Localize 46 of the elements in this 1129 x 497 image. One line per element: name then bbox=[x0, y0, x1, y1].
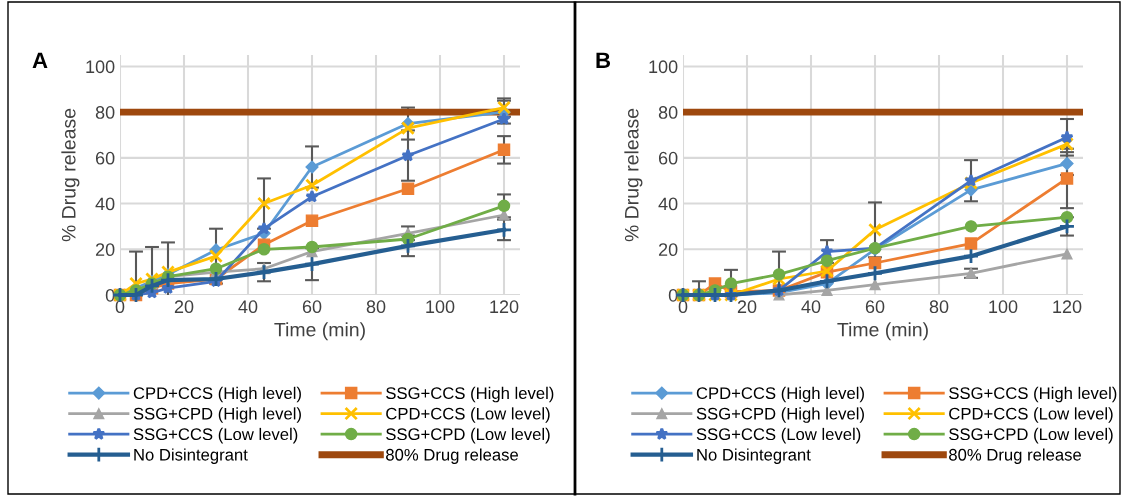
x-tick-label: 120 bbox=[490, 300, 519, 314]
legend-label: SSG+CPD (High level) bbox=[696, 407, 864, 423]
y-tick-label: 40 bbox=[658, 197, 678, 211]
legend-label: CPD+CCS (Low level) bbox=[386, 407, 550, 423]
legend-label: SSG+CCS (Low level) bbox=[133, 427, 298, 444]
x-axis-title: Time (min) bbox=[837, 322, 928, 341]
y-tick-label: 60 bbox=[95, 151, 115, 165]
y-tick-label: 80 bbox=[95, 106, 115, 119]
y-tick-label: 0 bbox=[668, 288, 678, 302]
x-tick-label: 20 bbox=[737, 300, 757, 314]
y-axis-title: % Drug release bbox=[61, 108, 80, 242]
y-tick-label: 80 bbox=[658, 106, 678, 119]
legend-label: CPD+CCS (High level) bbox=[696, 386, 864, 403]
legend-label: No Disintegrant bbox=[134, 448, 248, 464]
y-tick-label: 20 bbox=[658, 243, 678, 257]
x-tick-label: 60 bbox=[302, 300, 322, 314]
legend-label: SSG+CCS (Low level) bbox=[696, 427, 861, 444]
x-tick-label: 100 bbox=[989, 300, 1018, 314]
legend-label: CPD+CCS (Low level) bbox=[949, 407, 1113, 423]
x-tick-label: 60 bbox=[865, 300, 885, 314]
y-tick-label: 100 bbox=[649, 60, 678, 74]
x-tick-label: 120 bbox=[1053, 300, 1082, 314]
legend-label: No Disintegrant bbox=[697, 448, 811, 464]
legend-label: 80% Drug release bbox=[949, 448, 1081, 464]
y-tick-label: 100 bbox=[86, 60, 115, 74]
x-tick-label: 80 bbox=[366, 300, 386, 314]
y-tick-label: 60 bbox=[658, 151, 678, 165]
x-tick-label: 40 bbox=[801, 300, 821, 314]
legend-label: 80% Drug release bbox=[386, 448, 518, 464]
y-tick-label: 0 bbox=[105, 288, 115, 302]
legend-label: CPD+CCS (High level) bbox=[133, 386, 301, 403]
x-axis-title: Time (min) bbox=[274, 322, 365, 341]
legend-label: SSG+CCS (High level) bbox=[386, 386, 554, 403]
x-tick-label: 80 bbox=[929, 300, 949, 314]
y-axis-title: % Drug release bbox=[624, 108, 643, 242]
chart-title: A bbox=[32, 52, 48, 68]
y-tick-label: 20 bbox=[95, 243, 115, 257]
legend-label: SSG+CPD (Low level) bbox=[949, 427, 1113, 444]
y-tick-label: 40 bbox=[95, 197, 115, 211]
chart-title: B bbox=[596, 52, 611, 68]
x-tick-label: 20 bbox=[174, 300, 194, 314]
x-tick-label: 100 bbox=[426, 300, 455, 314]
legend-label: SSG+CPD (High level) bbox=[133, 407, 301, 423]
legend-label: SSG+CPD (Low level) bbox=[386, 427, 550, 444]
x-tick-label: 40 bbox=[238, 300, 258, 314]
legend-label: SSG+CCS (High level) bbox=[949, 386, 1117, 403]
